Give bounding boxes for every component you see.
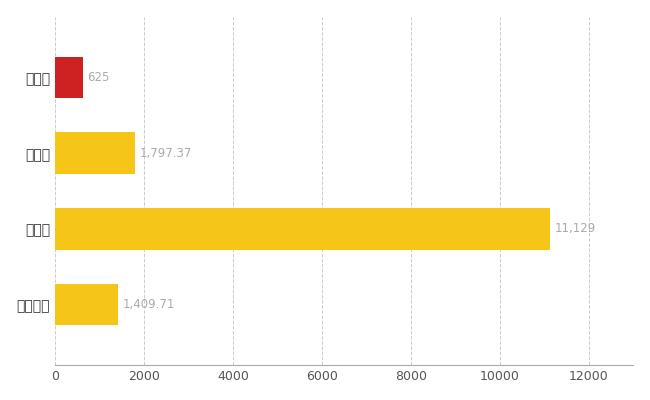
Text: 1,797.37: 1,797.37	[140, 147, 192, 160]
Text: 11,129: 11,129	[554, 222, 596, 235]
Bar	[55, 132, 135, 174]
Bar	[55, 57, 83, 98]
Text: 625: 625	[87, 71, 110, 84]
Text: 1,409.71: 1,409.71	[122, 298, 175, 311]
Bar	[55, 284, 118, 325]
Bar	[55, 208, 550, 250]
